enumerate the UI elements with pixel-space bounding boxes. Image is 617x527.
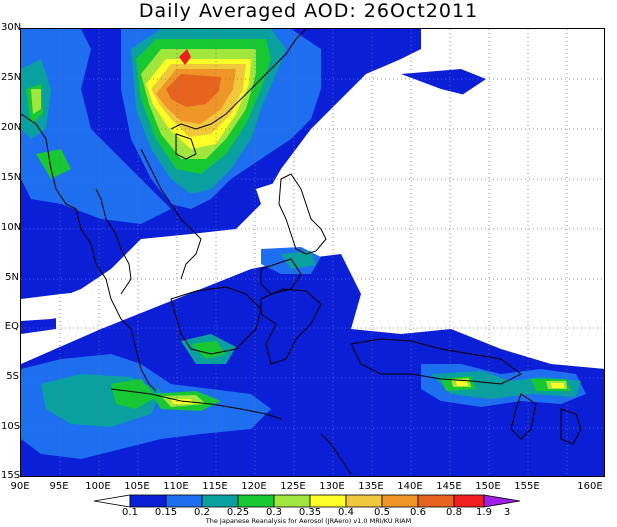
map-title: Daily Averaged AOD: 26Oct2011 <box>138 0 479 22</box>
lon-label: 90E <box>10 481 30 492</box>
colorbar-segment <box>381 494 419 508</box>
aod-region-green <box>36 149 71 179</box>
lon-label: 125E <box>280 481 306 492</box>
colorbar-label: 0.4 <box>338 507 354 518</box>
lon-label: 160E <box>577 481 603 492</box>
lon-label: 130E <box>319 481 345 492</box>
aod-region-teal <box>281 251 316 269</box>
colorbar-label: 0.15 <box>154 507 178 518</box>
colorbar-label: 0.35 <box>298 507 322 518</box>
colorbar-segment <box>237 494 275 508</box>
colorbar-segment <box>93 494 131 508</box>
aod-region-white <box>21 291 91 321</box>
colorbar-segment <box>453 494 485 508</box>
colorbar-segment <box>165 494 203 508</box>
lat-label: 5S <box>6 371 19 382</box>
colorbar-segment <box>417 494 455 508</box>
credit-line: The Japanese Reanalysis for Aerosol (JRA… <box>205 517 412 525</box>
lon-label: 150E <box>475 481 501 492</box>
aod-region-dark-orange <box>166 74 221 107</box>
colorbar-label: 0.6 <box>410 507 426 518</box>
colorbar <box>93 494 521 508</box>
aod-region-white <box>121 244 271 281</box>
colorbar-label: 0.1 <box>122 507 138 518</box>
lat-label: 5N <box>5 272 19 283</box>
lat-label: 25N <box>1 72 22 83</box>
colorbar-segment <box>345 494 383 508</box>
lon-label: 100E <box>85 481 111 492</box>
lat-label: 30N <box>1 22 22 33</box>
lat-label: 15S <box>1 470 21 481</box>
colorbar-segment <box>201 494 239 508</box>
colorbar-segment <box>273 494 311 508</box>
colorbar-segment <box>309 494 347 508</box>
lon-label: 155E <box>514 481 540 492</box>
lon-label: 110E <box>163 481 189 492</box>
colorbar-label: 0.5 <box>374 507 390 518</box>
lon-label: 145E <box>436 481 462 492</box>
lon-label: 105E <box>124 481 150 492</box>
aod-map-svg <box>21 29 604 476</box>
aod-map <box>20 28 605 477</box>
colorbar-label: 3 <box>503 507 511 518</box>
colorbar-segment <box>129 494 167 508</box>
graticule <box>21 29 604 476</box>
lon-label: 140E <box>397 481 423 492</box>
lat-label: 10S <box>1 421 21 432</box>
aod-region-green <box>111 379 156 409</box>
lat-label: 15N <box>1 172 22 183</box>
aod-region-yellow <box>551 383 564 388</box>
lat-label: EQ <box>4 321 19 332</box>
coastlines <box>21 29 582 475</box>
aod-region-white <box>271 29 604 359</box>
lat-label: 20N <box>1 122 22 133</box>
colorbar-label: 0.3 <box>266 507 282 518</box>
colorbar-label: 1.9 <box>476 507 492 518</box>
lon-label: 135E <box>358 481 384 492</box>
colorbar-label: 0.25 <box>226 507 250 518</box>
aod-region-white <box>256 181 286 204</box>
aod-region-red <box>179 49 191 65</box>
colorbar-label: 0.2 <box>194 507 210 518</box>
aod-region-yellow <box>456 380 468 386</box>
lon-label: 120E <box>241 481 267 492</box>
lon-label: 95E <box>49 481 69 492</box>
lon-label: 115E <box>202 481 228 492</box>
colorbar-label: 0.8 <box>446 507 462 518</box>
lat-label: 10N <box>1 222 22 233</box>
aod-region-green <box>191 341 226 359</box>
aod-region-yellow-green <box>31 89 41 114</box>
colorbar-segment <box>483 494 521 508</box>
